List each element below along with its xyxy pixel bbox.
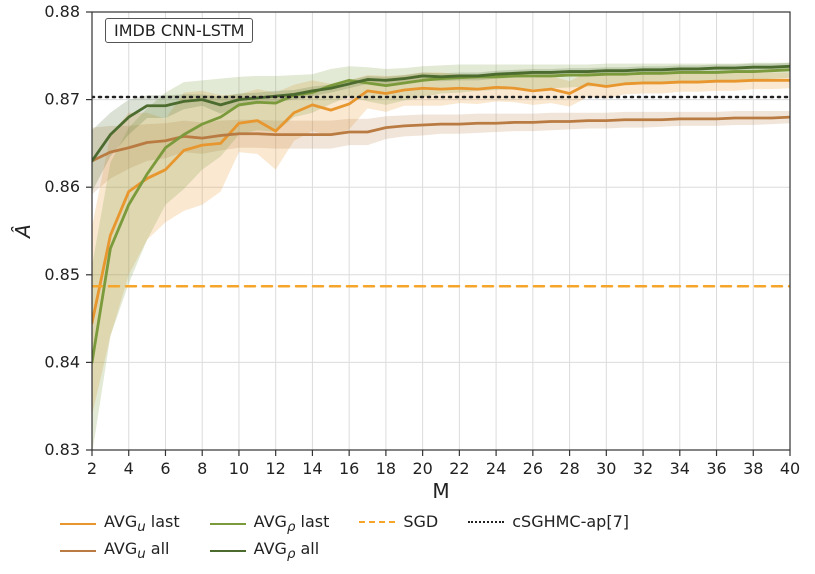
legend-swatch [210,550,246,552]
legend-item: SGD [359,512,438,531]
svg-text:0.86: 0.86 [44,177,80,196]
legend-label: AVGu all [104,539,170,562]
legend-swatch [210,523,246,525]
svg-text:32: 32 [633,459,653,478]
legend-swatch [60,523,96,525]
svg-text:10: 10 [229,459,249,478]
legend-label: SGD [403,512,438,531]
svg-text:6: 6 [160,459,170,478]
legend-item: cSGHMC-ap[7] [468,512,629,531]
svg-text:14: 14 [302,459,322,478]
svg-text:30: 30 [596,459,616,478]
svg-text:22: 22 [449,459,469,478]
svg-text:18: 18 [376,459,396,478]
legend-item: AVGu all [60,539,180,562]
svg-text:0.88: 0.88 [44,2,80,21]
legend-swatch [468,521,504,523]
svg-text:0.84: 0.84 [44,352,80,371]
svg-text:12: 12 [266,459,286,478]
legend-item: AVGu last [60,512,180,535]
svg-text:Â: Â [11,224,35,240]
svg-text:36: 36 [706,459,726,478]
legend-column: SGD [359,510,438,564]
legend-label: cSGHMC-ap[7] [512,512,629,531]
svg-text:28: 28 [559,459,579,478]
legend-swatch [359,521,395,523]
legend-item: AVGρ all [210,539,330,562]
legend-label: AVGu last [104,512,180,535]
svg-text:8: 8 [197,459,207,478]
legend-item: AVGρ last [210,512,330,535]
svg-text:0.85: 0.85 [44,265,80,284]
chart-container: 2468101214161820222426283032343638400.83… [0,0,815,574]
svg-text:20: 20 [412,459,432,478]
chart-title-box: IMDB CNN-LSTM [105,18,253,43]
svg-text:2: 2 [87,459,97,478]
chart-title: IMDB CNN-LSTM [114,21,244,40]
legend-label: AVGρ all [254,539,320,562]
legend-label: AVGρ last [254,512,330,535]
svg-text:34: 34 [670,459,690,478]
svg-text:M: M [432,479,449,503]
svg-text:24: 24 [486,459,506,478]
svg-text:4: 4 [124,459,134,478]
svg-text:38: 38 [743,459,763,478]
svg-text:40: 40 [780,459,800,478]
chart-svg: 2468101214161820222426283032343638400.83… [0,0,815,574]
legend-column: AVGu last AVGu all [60,510,180,564]
legend-swatch [60,550,96,552]
legend: AVGu last AVGu all AVGρ last AVGρ all SGD cSG… [60,510,795,574]
legend-column: cSGHMC-ap[7] [468,510,629,564]
svg-text:0.83: 0.83 [44,440,80,459]
svg-text:0.87: 0.87 [44,90,80,109]
svg-text:16: 16 [339,459,359,478]
svg-text:26: 26 [523,459,543,478]
legend-column: AVGρ last AVGρ all [210,510,330,564]
